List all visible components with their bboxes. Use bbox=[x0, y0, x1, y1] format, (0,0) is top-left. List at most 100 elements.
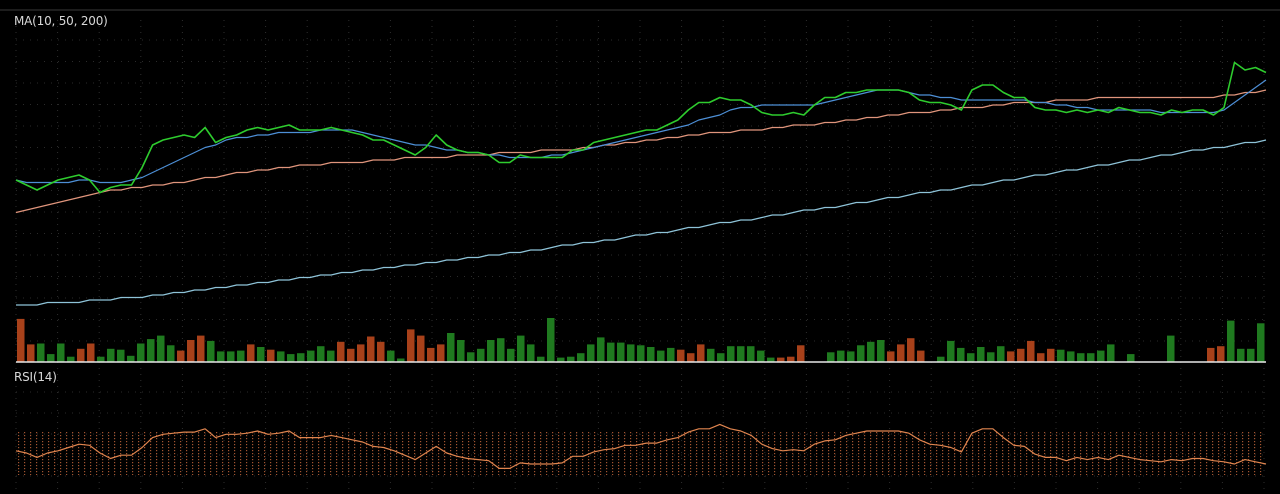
volume-bar bbox=[567, 356, 575, 362]
volume-bar bbox=[877, 340, 885, 362]
volume-bar bbox=[1237, 348, 1245, 362]
volume-bar bbox=[457, 340, 465, 362]
volume-bar bbox=[587, 344, 595, 362]
volume-bar bbox=[167, 345, 175, 362]
volume-bar bbox=[1127, 354, 1135, 362]
volume-bar bbox=[907, 338, 915, 362]
volume-bar bbox=[1167, 335, 1175, 362]
volume-bar bbox=[827, 352, 835, 362]
volume-bar bbox=[297, 353, 305, 362]
volume-bar bbox=[987, 352, 995, 362]
volume-bar bbox=[1087, 353, 1095, 362]
volume-bar bbox=[997, 346, 1005, 362]
volume-bar bbox=[157, 335, 165, 362]
volume-bar bbox=[1107, 344, 1115, 362]
volume-bar bbox=[137, 343, 145, 362]
volume-bar bbox=[47, 354, 55, 362]
volume-bar bbox=[207, 340, 215, 362]
volume-bar bbox=[1227, 320, 1235, 362]
volume-bar bbox=[757, 350, 765, 362]
volume-bar bbox=[687, 353, 695, 362]
volume-bar bbox=[797, 345, 805, 362]
volume-bar bbox=[937, 356, 945, 362]
volume-bar bbox=[187, 340, 195, 362]
volume-bar bbox=[597, 337, 605, 362]
volume-bar bbox=[107, 348, 115, 362]
volume-bar bbox=[147, 339, 155, 362]
volume-bar bbox=[17, 318, 25, 362]
volume-bar bbox=[367, 336, 375, 362]
volume-bar bbox=[1067, 351, 1075, 362]
volume-bar bbox=[677, 349, 685, 362]
volume-bar bbox=[487, 340, 495, 362]
volume-bar bbox=[1077, 353, 1085, 362]
volume-bar bbox=[607, 342, 615, 362]
volume-bar bbox=[547, 318, 555, 362]
volume-bar bbox=[777, 357, 785, 362]
volume-bar bbox=[507, 348, 515, 362]
volume-bar bbox=[947, 340, 955, 362]
volume-bar bbox=[357, 344, 365, 362]
volume-bar bbox=[327, 350, 335, 362]
volume-bar bbox=[377, 341, 385, 362]
volume-bar bbox=[257, 347, 265, 362]
volume-bar bbox=[737, 346, 745, 362]
volume-bar bbox=[767, 357, 775, 362]
volume-bar bbox=[517, 335, 525, 362]
volume-bar bbox=[897, 344, 905, 362]
ma10-line bbox=[15, 79, 1267, 184]
ma200-line bbox=[16, 139, 1267, 306]
volume-bar bbox=[347, 348, 355, 362]
volume-bar bbox=[177, 350, 185, 362]
ma-panel-label: MA(10, 50, 200) bbox=[14, 14, 108, 28]
volume-bar bbox=[417, 335, 425, 362]
volume-bar bbox=[537, 356, 545, 362]
volume-bar bbox=[467, 352, 475, 362]
volume-bar bbox=[447, 333, 455, 362]
volume-bar bbox=[857, 345, 865, 362]
volume-bar bbox=[97, 356, 105, 362]
volume-bar bbox=[37, 343, 45, 362]
volume-bar bbox=[1027, 340, 1035, 362]
volume-bar bbox=[337, 341, 345, 362]
volume-bar bbox=[637, 345, 645, 362]
volume-bar bbox=[217, 351, 225, 362]
volume-bar bbox=[617, 342, 625, 362]
volume-bar bbox=[527, 344, 535, 362]
volume-bar bbox=[787, 356, 795, 362]
volume-bar bbox=[287, 354, 295, 362]
volume-bar bbox=[557, 357, 565, 362]
rsi-line bbox=[15, 423, 1267, 469]
volume-bar bbox=[497, 338, 505, 362]
volume-bar bbox=[87, 343, 95, 362]
volume-bar bbox=[117, 349, 125, 362]
volume-bar bbox=[977, 347, 985, 362]
rsi-band bbox=[16, 431, 1266, 475]
volume-bar bbox=[837, 350, 845, 362]
volume-bar bbox=[1257, 323, 1265, 362]
volume-bar bbox=[1097, 350, 1105, 362]
volume-bar bbox=[227, 351, 235, 362]
volume-bar bbox=[847, 351, 855, 362]
volume-bar bbox=[277, 351, 285, 362]
volume-bar bbox=[247, 344, 255, 362]
volume-bar bbox=[57, 343, 65, 362]
volume-bar bbox=[917, 350, 925, 362]
volume-bar bbox=[707, 348, 715, 362]
volume-bar bbox=[627, 344, 635, 362]
volume-bar bbox=[407, 329, 415, 362]
volume-bar bbox=[427, 347, 435, 362]
volume-bar bbox=[867, 341, 875, 362]
volume-bar bbox=[197, 335, 205, 362]
volume-bar bbox=[717, 353, 725, 362]
volume-bar bbox=[697, 344, 705, 362]
volume-bar bbox=[317, 346, 325, 362]
price-line bbox=[15, 61, 1267, 194]
volume-bar bbox=[1037, 353, 1045, 362]
price-series bbox=[15, 61, 1267, 194]
volume-bar bbox=[1207, 347, 1215, 362]
moving-averages bbox=[15, 79, 1267, 306]
volume-bar bbox=[77, 348, 85, 362]
volume-bar bbox=[727, 346, 735, 362]
